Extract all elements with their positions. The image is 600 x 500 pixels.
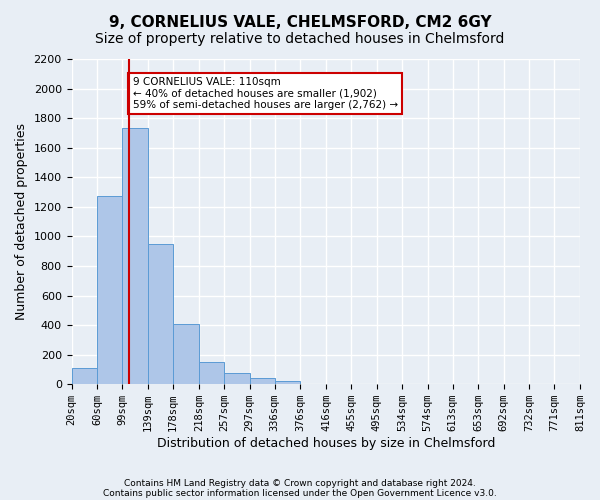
Text: Size of property relative to detached houses in Chelmsford: Size of property relative to detached ho…: [95, 32, 505, 46]
Text: 9, CORNELIUS VALE, CHELMSFORD, CM2 6GY: 9, CORNELIUS VALE, CHELMSFORD, CM2 6GY: [109, 15, 491, 30]
Bar: [199, 362, 224, 384]
Bar: [250, 378, 275, 384]
Bar: [224, 373, 250, 384]
Text: 9 CORNELIUS VALE: 110sqm
← 40% of detached houses are smaller (1,902)
59% of sem: 9 CORNELIUS VALE: 110sqm ← 40% of detach…: [133, 76, 398, 110]
Bar: [122, 128, 148, 384]
Y-axis label: Number of detached properties: Number of detached properties: [15, 123, 28, 320]
Bar: [71, 368, 97, 384]
Bar: [97, 196, 122, 384]
Bar: [173, 324, 199, 384]
Bar: [148, 244, 173, 384]
X-axis label: Distribution of detached houses by size in Chelmsford: Distribution of detached houses by size …: [157, 437, 495, 450]
Text: Contains HM Land Registry data © Crown copyright and database right 2024.: Contains HM Land Registry data © Crown c…: [124, 478, 476, 488]
Bar: [275, 380, 301, 384]
Text: Contains public sector information licensed under the Open Government Licence v3: Contains public sector information licen…: [103, 488, 497, 498]
